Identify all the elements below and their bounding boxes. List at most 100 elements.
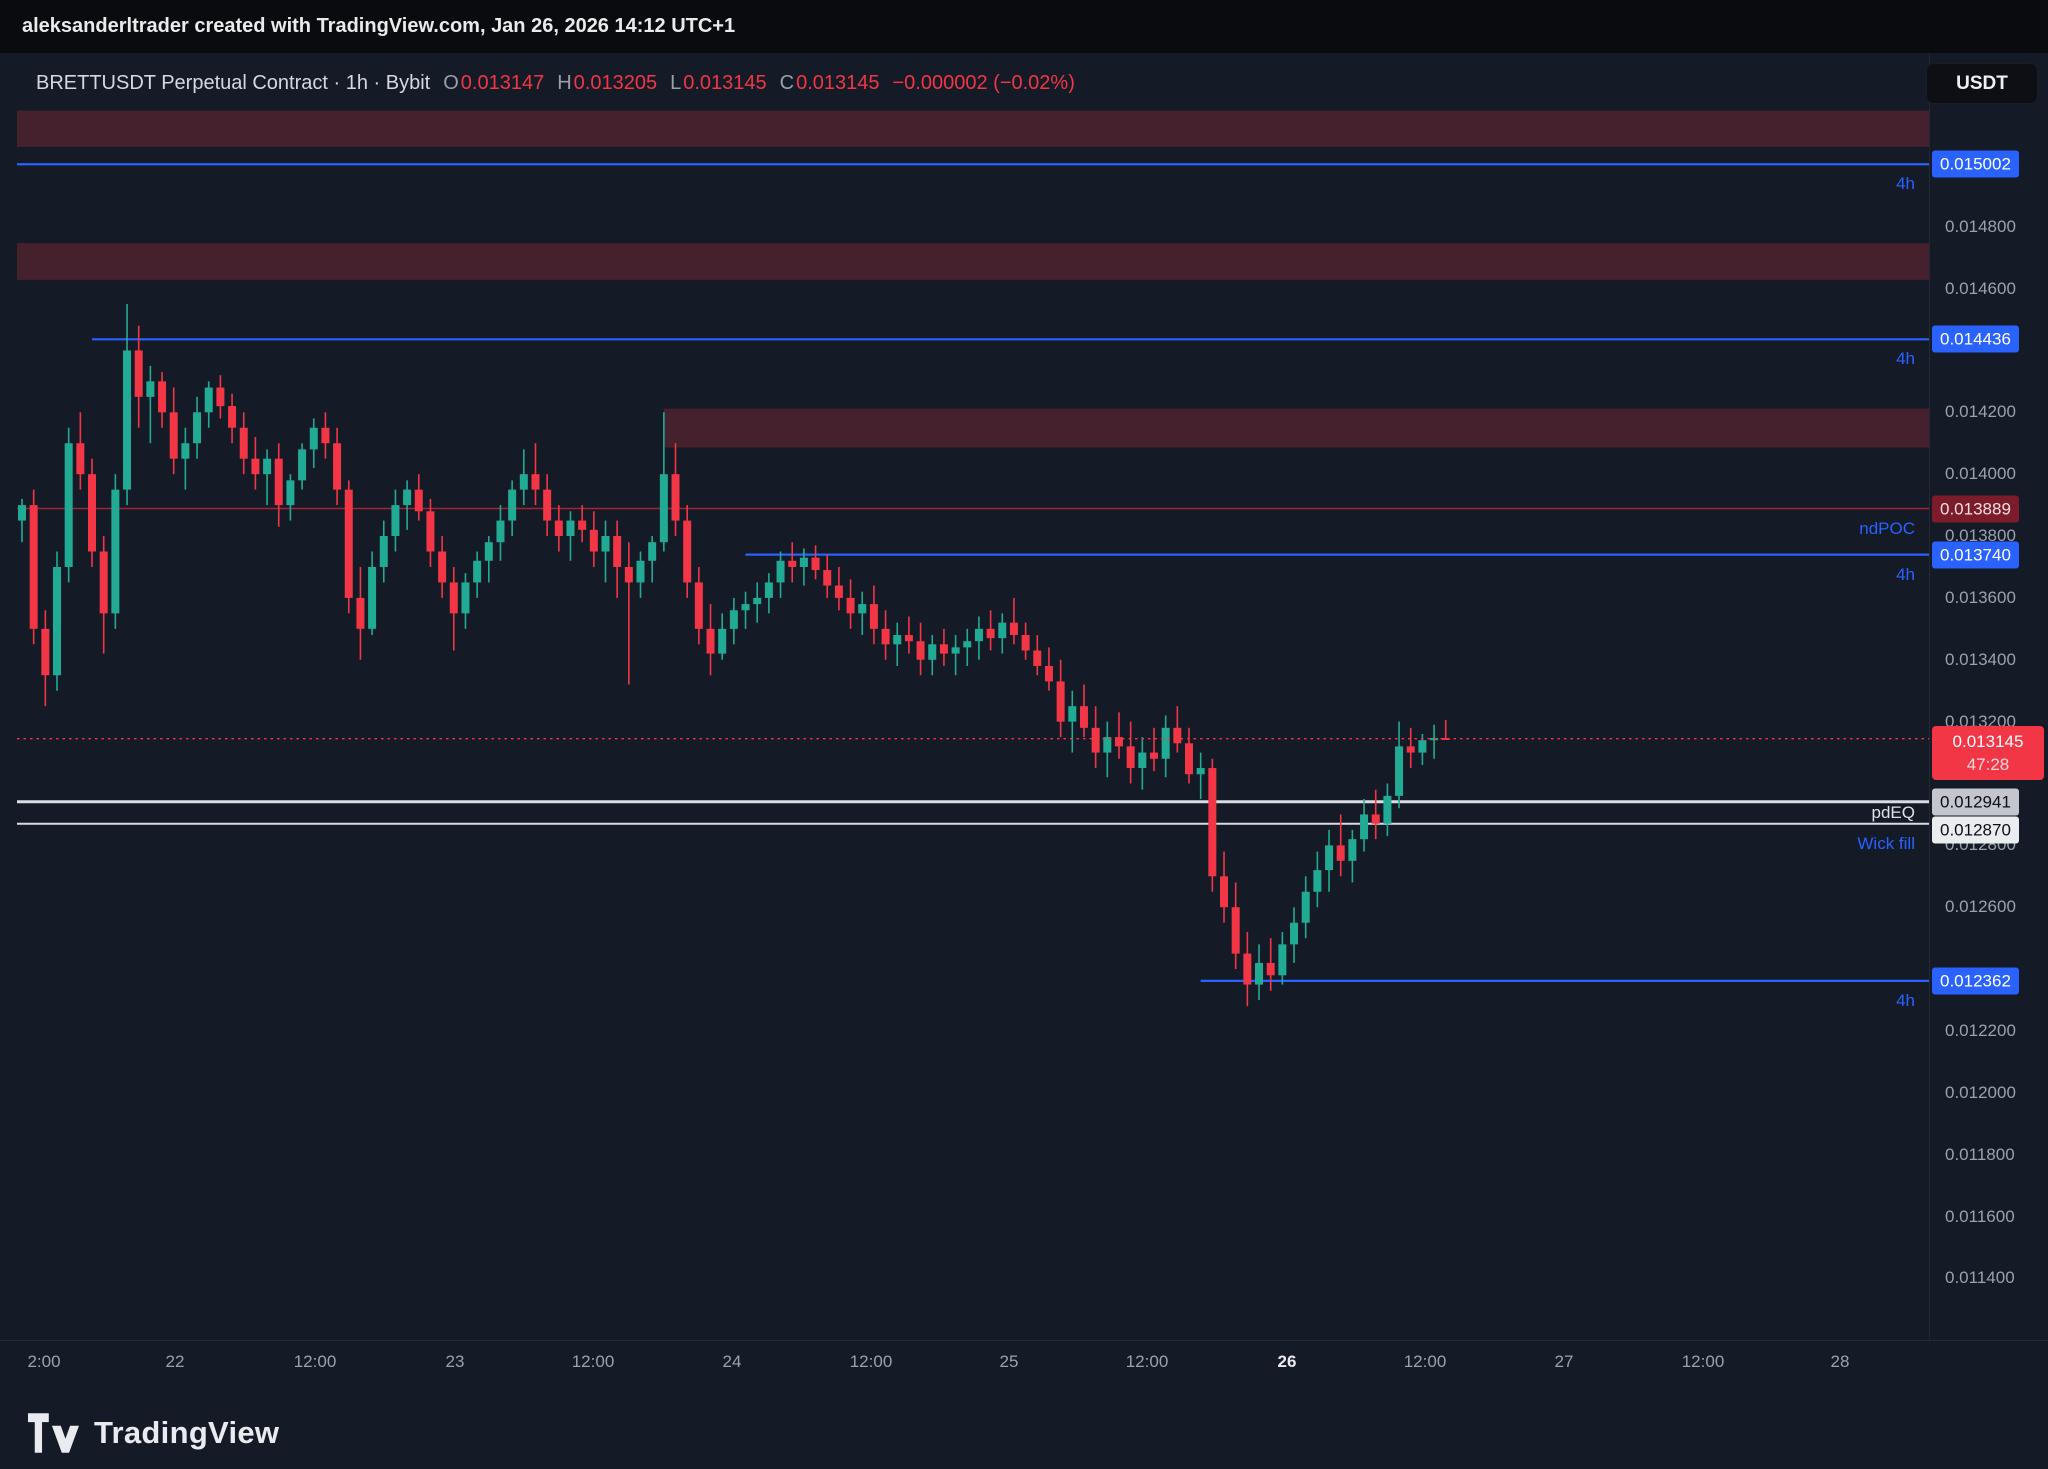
chart-pane[interactable]: [0, 53, 2048, 1469]
candle-body: [403, 489, 412, 506]
candle-body: [18, 505, 26, 521]
candle-body: [531, 474, 540, 490]
candle-body: [1290, 922, 1299, 945]
candle-body: [286, 480, 295, 506]
candle-body: [356, 597, 365, 629]
candle-body: [613, 536, 622, 567]
supply-zone: [17, 110, 1929, 147]
candle-body: [1091, 727, 1100, 753]
candle-body: [1161, 727, 1170, 759]
candle-body: [1231, 907, 1240, 954]
candle-body: [461, 582, 470, 614]
ohlc-close-label: C: [779, 72, 795, 94]
candle-body: [1266, 962, 1275, 976]
candle-body: [181, 443, 190, 459]
candle-body: [846, 597, 855, 614]
candle-body: [251, 458, 260, 475]
candle-body: [519, 474, 528, 490]
ohlc-close-value: 0.013145: [796, 72, 880, 94]
candle-body: [216, 387, 225, 407]
candle-body: [484, 542, 493, 561]
candle-body: [29, 505, 38, 629]
candle-body: [823, 570, 832, 586]
symbol-title[interactable]: BRETTUSDT Perpetual Contract · 1h · Bybi…: [36, 72, 431, 94]
candle-body: [578, 520, 587, 530]
candle-body: [76, 443, 85, 475]
candle-body: [1068, 706, 1077, 722]
candle-body: [974, 628, 983, 642]
candle-body: [706, 628, 715, 654]
candle-body: [158, 381, 167, 413]
candle-body: [53, 566, 62, 676]
candle-body: [928, 644, 937, 660]
candle-body: [986, 628, 995, 639]
candle-body: [1406, 746, 1415, 753]
currency-toggle-button[interactable]: USDT: [1926, 63, 2038, 104]
candle-body: [869, 604, 878, 629]
candle-body: [951, 647, 960, 654]
candle-body: [169, 412, 178, 459]
candle-body: [496, 520, 505, 543]
attribution-text: aleksanderltrader created with TradingVi…: [22, 15, 736, 37]
candle-body: [1149, 752, 1158, 759]
chart-legend[interactable]: BRETTUSDT Perpetual Contract · 1h · Bybi…: [36, 72, 1075, 95]
ohlc-low-value: 0.013145: [683, 72, 767, 94]
candle-body: [636, 560, 645, 583]
candle-body: [333, 443, 342, 490]
candle-body: [1301, 891, 1310, 923]
price-axis[interactable]: [1930, 53, 2048, 1340]
supply-zone: [17, 243, 1929, 280]
candle-body: [1383, 795, 1392, 824]
candle-body: [1126, 746, 1135, 769]
candle-body: [41, 628, 50, 676]
candle-body: [683, 520, 692, 583]
candle-body: [624, 566, 633, 583]
candle-body: [1208, 768, 1217, 877]
candle-body: [1255, 962, 1264, 985]
time-axis[interactable]: [0, 1341, 1929, 1393]
candle-body: [1348, 839, 1357, 861]
candle-body: [1021, 635, 1030, 651]
candle-body: [298, 449, 307, 481]
candle-body: [753, 597, 762, 605]
candle-body: [1079, 706, 1088, 728]
candle-body: [788, 560, 797, 567]
candle-body: [764, 582, 773, 598]
candle-body: [1114, 737, 1123, 747]
candle-body: [1196, 768, 1205, 775]
candle-body: [1360, 814, 1369, 840]
candle-body: [811, 557, 820, 571]
candle-body: [939, 644, 948, 654]
candle-body: [1173, 727, 1182, 744]
candle-body: [1441, 738, 1450, 741]
candle-body: [729, 610, 738, 629]
candle-body: [64, 443, 73, 567]
candle-body: [601, 536, 610, 552]
ohlc-open-value: 0.013147: [460, 72, 545, 94]
candle-body: [1278, 944, 1287, 976]
tradingview-logo-icon: [28, 1413, 79, 1453]
supply-zone: [663, 408, 1929, 448]
candle-body: [111, 489, 120, 614]
candle-body: [671, 474, 680, 521]
candle-body: [508, 489, 517, 521]
candle-body: [1418, 740, 1427, 753]
candle-body: [1009, 622, 1018, 636]
candle-body: [123, 350, 132, 490]
candle-body: [1325, 845, 1334, 871]
ohlc-low-label: L: [670, 72, 682, 94]
candle-body: [1395, 746, 1404, 796]
ohlc-open-label: O: [443, 72, 459, 94]
candle-body: [1103, 737, 1112, 753]
candle-body: [1371, 814, 1380, 824]
candle-body: [204, 387, 213, 413]
candle-body: [1033, 650, 1042, 666]
candle-body: [881, 628, 890, 645]
candle-body: [414, 489, 423, 512]
candle-body: [694, 582, 703, 629]
candle-body: [438, 551, 447, 583]
candle-body: [648, 542, 657, 561]
candle-body: [1243, 953, 1252, 985]
tradingview-logo[interactable]: TradingView: [28, 1413, 279, 1453]
